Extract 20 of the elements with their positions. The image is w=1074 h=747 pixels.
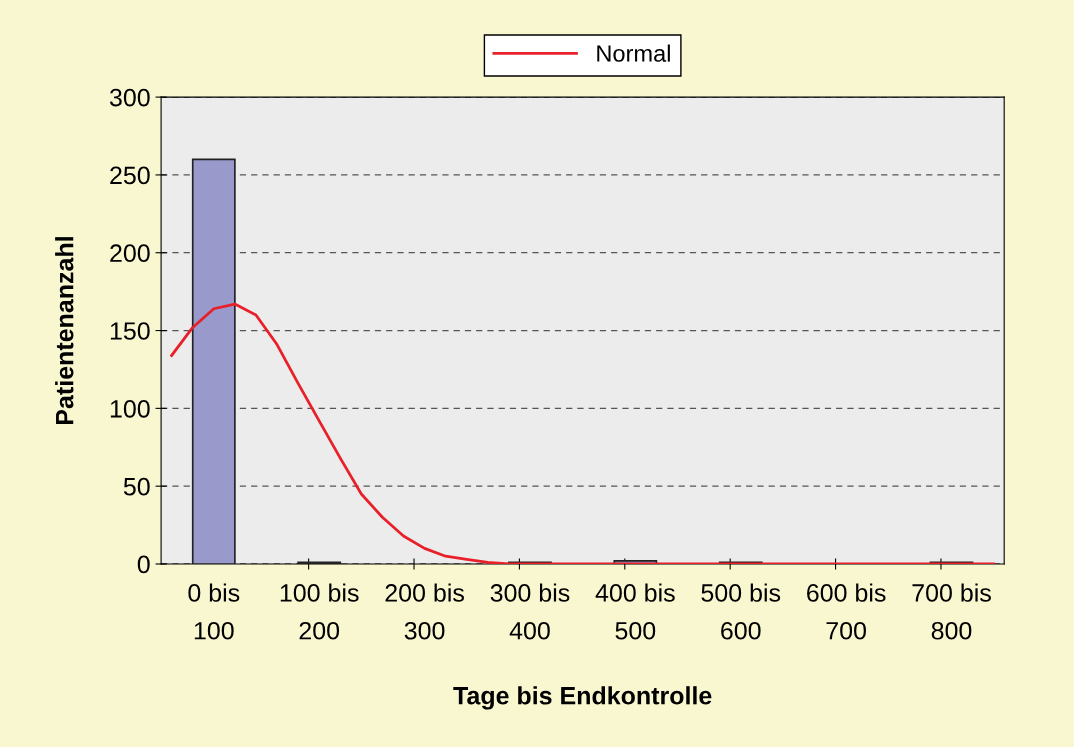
y-tick-label: 250 bbox=[110, 166, 150, 185]
y-tick-label: 150 bbox=[110, 322, 150, 340]
x-axis-title: Tage bis Endkontrolle bbox=[453, 686, 712, 710]
x-tick-label: 700 bis 800 bbox=[912, 583, 991, 640]
x-tick-label: 100 bis 200 bbox=[280, 583, 359, 640]
x-tick-label: 200 bis 300 bbox=[385, 583, 464, 640]
x-tick-label: 500 bis 600 bbox=[701, 583, 781, 640]
x-tick-label: 0 bis 100 bbox=[188, 583, 240, 640]
y-tick-label: 200 bbox=[110, 244, 150, 263]
bar bbox=[191, 158, 236, 564]
y-tick-label: 300 bbox=[109, 88, 150, 107]
x-tick-label: 600 bis 700 bbox=[807, 583, 886, 640]
legend-label: Normal bbox=[597, 44, 670, 62]
y-axis-title: Patientenanzahl bbox=[55, 237, 74, 425]
line-series bbox=[170, 302, 996, 564]
y-tick-label: 0 bbox=[137, 555, 150, 574]
y-tick-label: 100 bbox=[110, 399, 150, 418]
x-tick-label: 300 bis 400 bbox=[490, 583, 570, 640]
x-tick-label: 400 bis 500 bbox=[595, 583, 675, 640]
y-tick-label: 50 bbox=[123, 477, 150, 496]
